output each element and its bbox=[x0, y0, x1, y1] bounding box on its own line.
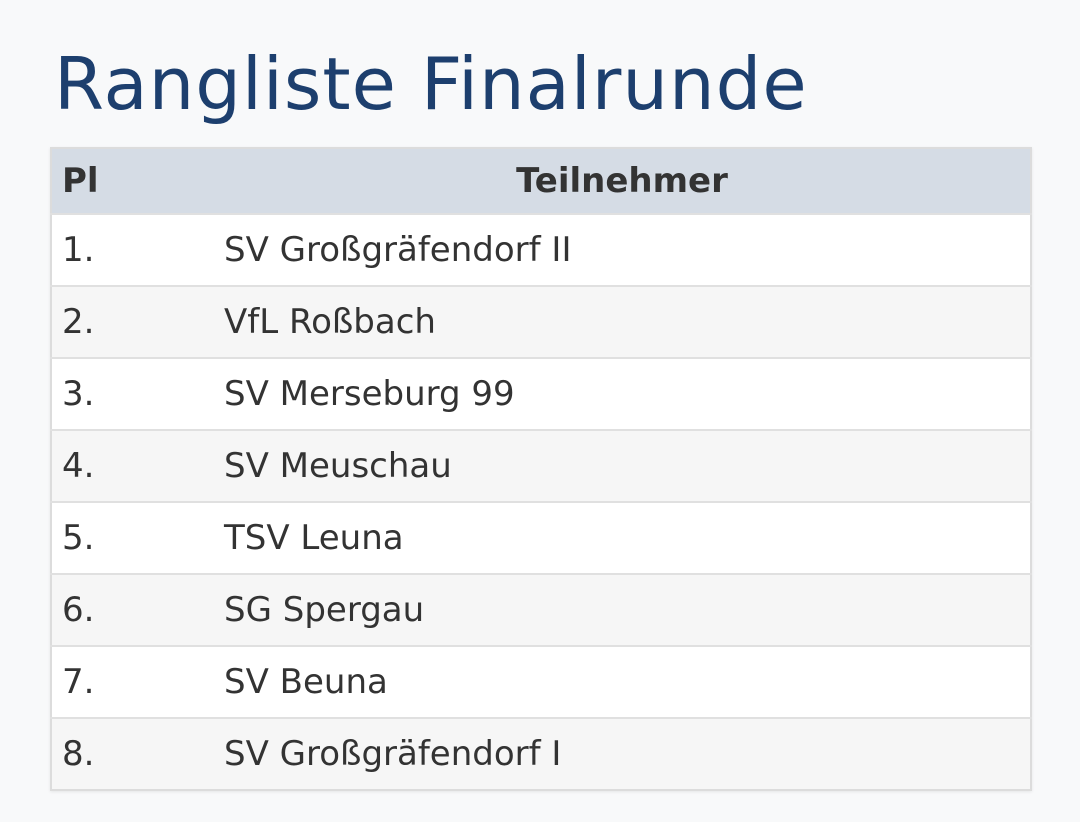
table-row: 5. TSV Leuna bbox=[51, 501, 1031, 574]
rank-cell: 3. bbox=[51, 357, 214, 430]
page-title: Rangliste Finalrunde bbox=[54, 42, 808, 126]
table-row: 7. SV Beuna bbox=[51, 645, 1031, 718]
team-cell: VfL Roßbach bbox=[214, 285, 1031, 358]
team-cell: SV Beuna bbox=[214, 645, 1031, 718]
table-body: 1. SV Großgräfendorf II 2. VfL Roßbach 3. SV … bbox=[51, 213, 1031, 790]
team-cell: SV Großgräfendorf II bbox=[214, 213, 1031, 286]
rank-cell: 8. bbox=[51, 717, 214, 790]
table-row: 2. VfL Roßbach bbox=[51, 285, 1031, 358]
header-cell: Pl bbox=[51, 148, 214, 214]
table-row: 6. SG Spergau bbox=[51, 573, 1031, 646]
team-cell: SV Großgräfendorf I bbox=[214, 717, 1031, 790]
ranking-table: Pl Teilnehmer 1. SV Großgräfendorf II 2. Vf… bbox=[50, 147, 1032, 791]
table-row: 3. SV Merseburg 99 bbox=[51, 357, 1031, 430]
header-cell: Teilnehmer bbox=[214, 148, 1031, 214]
team-cell: SV Meuschau bbox=[214, 429, 1031, 502]
rank-cell: 2. bbox=[51, 285, 214, 358]
header-row: Pl Teilnehmer bbox=[51, 148, 1031, 214]
rank-cell: 6. bbox=[51, 573, 214, 646]
table-row: 4. SV Meuschau bbox=[51, 429, 1031, 502]
team-cell: SG Spergau bbox=[214, 573, 1031, 646]
table-row: 8. SV Großgräfendorf I bbox=[51, 717, 1031, 790]
team-cell: SV Merseburg 99 bbox=[214, 357, 1031, 430]
rank-cell: 1. bbox=[51, 213, 214, 286]
rank-cell: 7. bbox=[51, 645, 214, 718]
table-row: 1. SV Großgräfendorf II bbox=[51, 213, 1031, 286]
rank-cell: 5. bbox=[51, 501, 214, 574]
rank-cell: 4. bbox=[51, 429, 214, 502]
team-cell: TSV Leuna bbox=[214, 501, 1031, 574]
